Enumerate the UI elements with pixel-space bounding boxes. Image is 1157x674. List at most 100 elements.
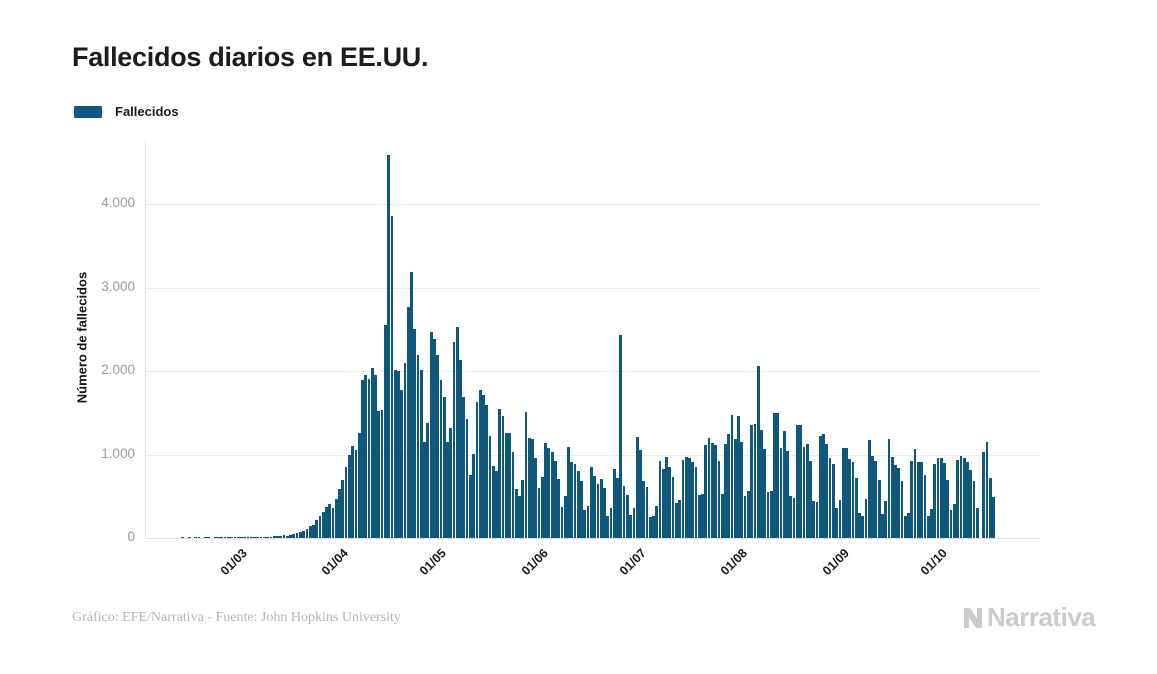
bar bbox=[917, 462, 920, 538]
y-tick-label: 3.000 bbox=[101, 278, 135, 294]
bar bbox=[423, 442, 426, 538]
bar bbox=[240, 537, 243, 538]
bar bbox=[393, 369, 397, 538]
bar bbox=[256, 537, 260, 538]
bar bbox=[871, 456, 874, 538]
bar bbox=[295, 533, 299, 538]
bar bbox=[269, 536, 273, 538]
bar bbox=[570, 462, 574, 538]
bar bbox=[684, 456, 688, 538]
y-gridline bbox=[145, 204, 1041, 206]
bar bbox=[796, 424, 799, 538]
bar bbox=[704, 444, 708, 538]
bar bbox=[223, 537, 227, 538]
bar bbox=[760, 430, 763, 538]
bar bbox=[302, 530, 305, 538]
bar bbox=[370, 368, 374, 538]
bar bbox=[511, 451, 515, 538]
bar bbox=[603, 488, 606, 538]
bar bbox=[557, 478, 561, 538]
bar bbox=[707, 437, 711, 538]
bar bbox=[361, 379, 364, 538]
bar bbox=[194, 537, 198, 538]
bar bbox=[903, 516, 907, 538]
bar bbox=[642, 481, 646, 538]
bar bbox=[622, 486, 626, 538]
bar bbox=[501, 416, 505, 538]
y-gridline bbox=[145, 538, 1041, 539]
bar bbox=[838, 499, 842, 538]
bar bbox=[854, 477, 858, 538]
bar bbox=[658, 460, 662, 538]
bar bbox=[933, 463, 937, 538]
bar bbox=[714, 444, 717, 538]
bar bbox=[406, 307, 410, 538]
bar bbox=[632, 508, 636, 538]
bar bbox=[668, 467, 672, 538]
bar bbox=[619, 334, 623, 538]
bar bbox=[750, 425, 753, 538]
bar bbox=[472, 453, 476, 538]
bar bbox=[992, 497, 995, 538]
x-tick-label: 01/05 bbox=[417, 546, 450, 579]
bar bbox=[298, 532, 302, 538]
bar bbox=[792, 498, 796, 538]
bar bbox=[596, 483, 600, 538]
bar bbox=[338, 488, 341, 538]
bar bbox=[380, 409, 384, 538]
bar bbox=[514, 488, 518, 538]
bar bbox=[812, 500, 816, 538]
bar bbox=[305, 528, 309, 538]
bar bbox=[894, 464, 897, 538]
bar bbox=[573, 463, 577, 538]
bar bbox=[455, 327, 459, 538]
bar bbox=[469, 475, 472, 538]
bar bbox=[746, 491, 750, 538]
bar bbox=[616, 477, 619, 538]
bar bbox=[351, 446, 355, 538]
bar bbox=[383, 325, 387, 538]
y-gridline bbox=[145, 371, 1041, 373]
bar bbox=[308, 526, 312, 538]
bar bbox=[926, 515, 930, 538]
bar bbox=[930, 509, 933, 538]
bar bbox=[678, 500, 682, 538]
bar bbox=[364, 375, 368, 538]
y-gridline bbox=[145, 287, 1041, 289]
bar bbox=[952, 504, 956, 538]
bar bbox=[848, 458, 852, 538]
bar bbox=[181, 537, 184, 538]
bar bbox=[478, 390, 482, 538]
bar bbox=[629, 515, 632, 538]
bar bbox=[429, 332, 433, 538]
bar bbox=[743, 495, 747, 538]
bar bbox=[482, 394, 485, 538]
bar bbox=[272, 536, 276, 538]
bar bbox=[897, 468, 901, 538]
bar bbox=[982, 452, 986, 538]
bar bbox=[276, 536, 279, 538]
bar bbox=[697, 494, 701, 538]
bar bbox=[661, 468, 665, 538]
bar bbox=[348, 454, 351, 538]
y-tick-label: 1.000 bbox=[101, 445, 135, 461]
bar bbox=[776, 412, 780, 538]
bar bbox=[521, 480, 525, 538]
bar bbox=[648, 516, 652, 538]
bar bbox=[612, 469, 616, 538]
bar bbox=[576, 471, 580, 538]
bar bbox=[773, 412, 776, 538]
bar bbox=[724, 444, 727, 538]
bar bbox=[433, 338, 436, 538]
bar bbox=[900, 480, 904, 538]
bar bbox=[858, 513, 861, 538]
bar bbox=[282, 535, 286, 538]
bar bbox=[972, 481, 976, 538]
bar bbox=[828, 457, 832, 538]
bar bbox=[851, 462, 855, 538]
bar bbox=[737, 416, 740, 538]
bar bbox=[315, 520, 319, 538]
bar bbox=[809, 460, 812, 538]
bar bbox=[233, 537, 237, 538]
